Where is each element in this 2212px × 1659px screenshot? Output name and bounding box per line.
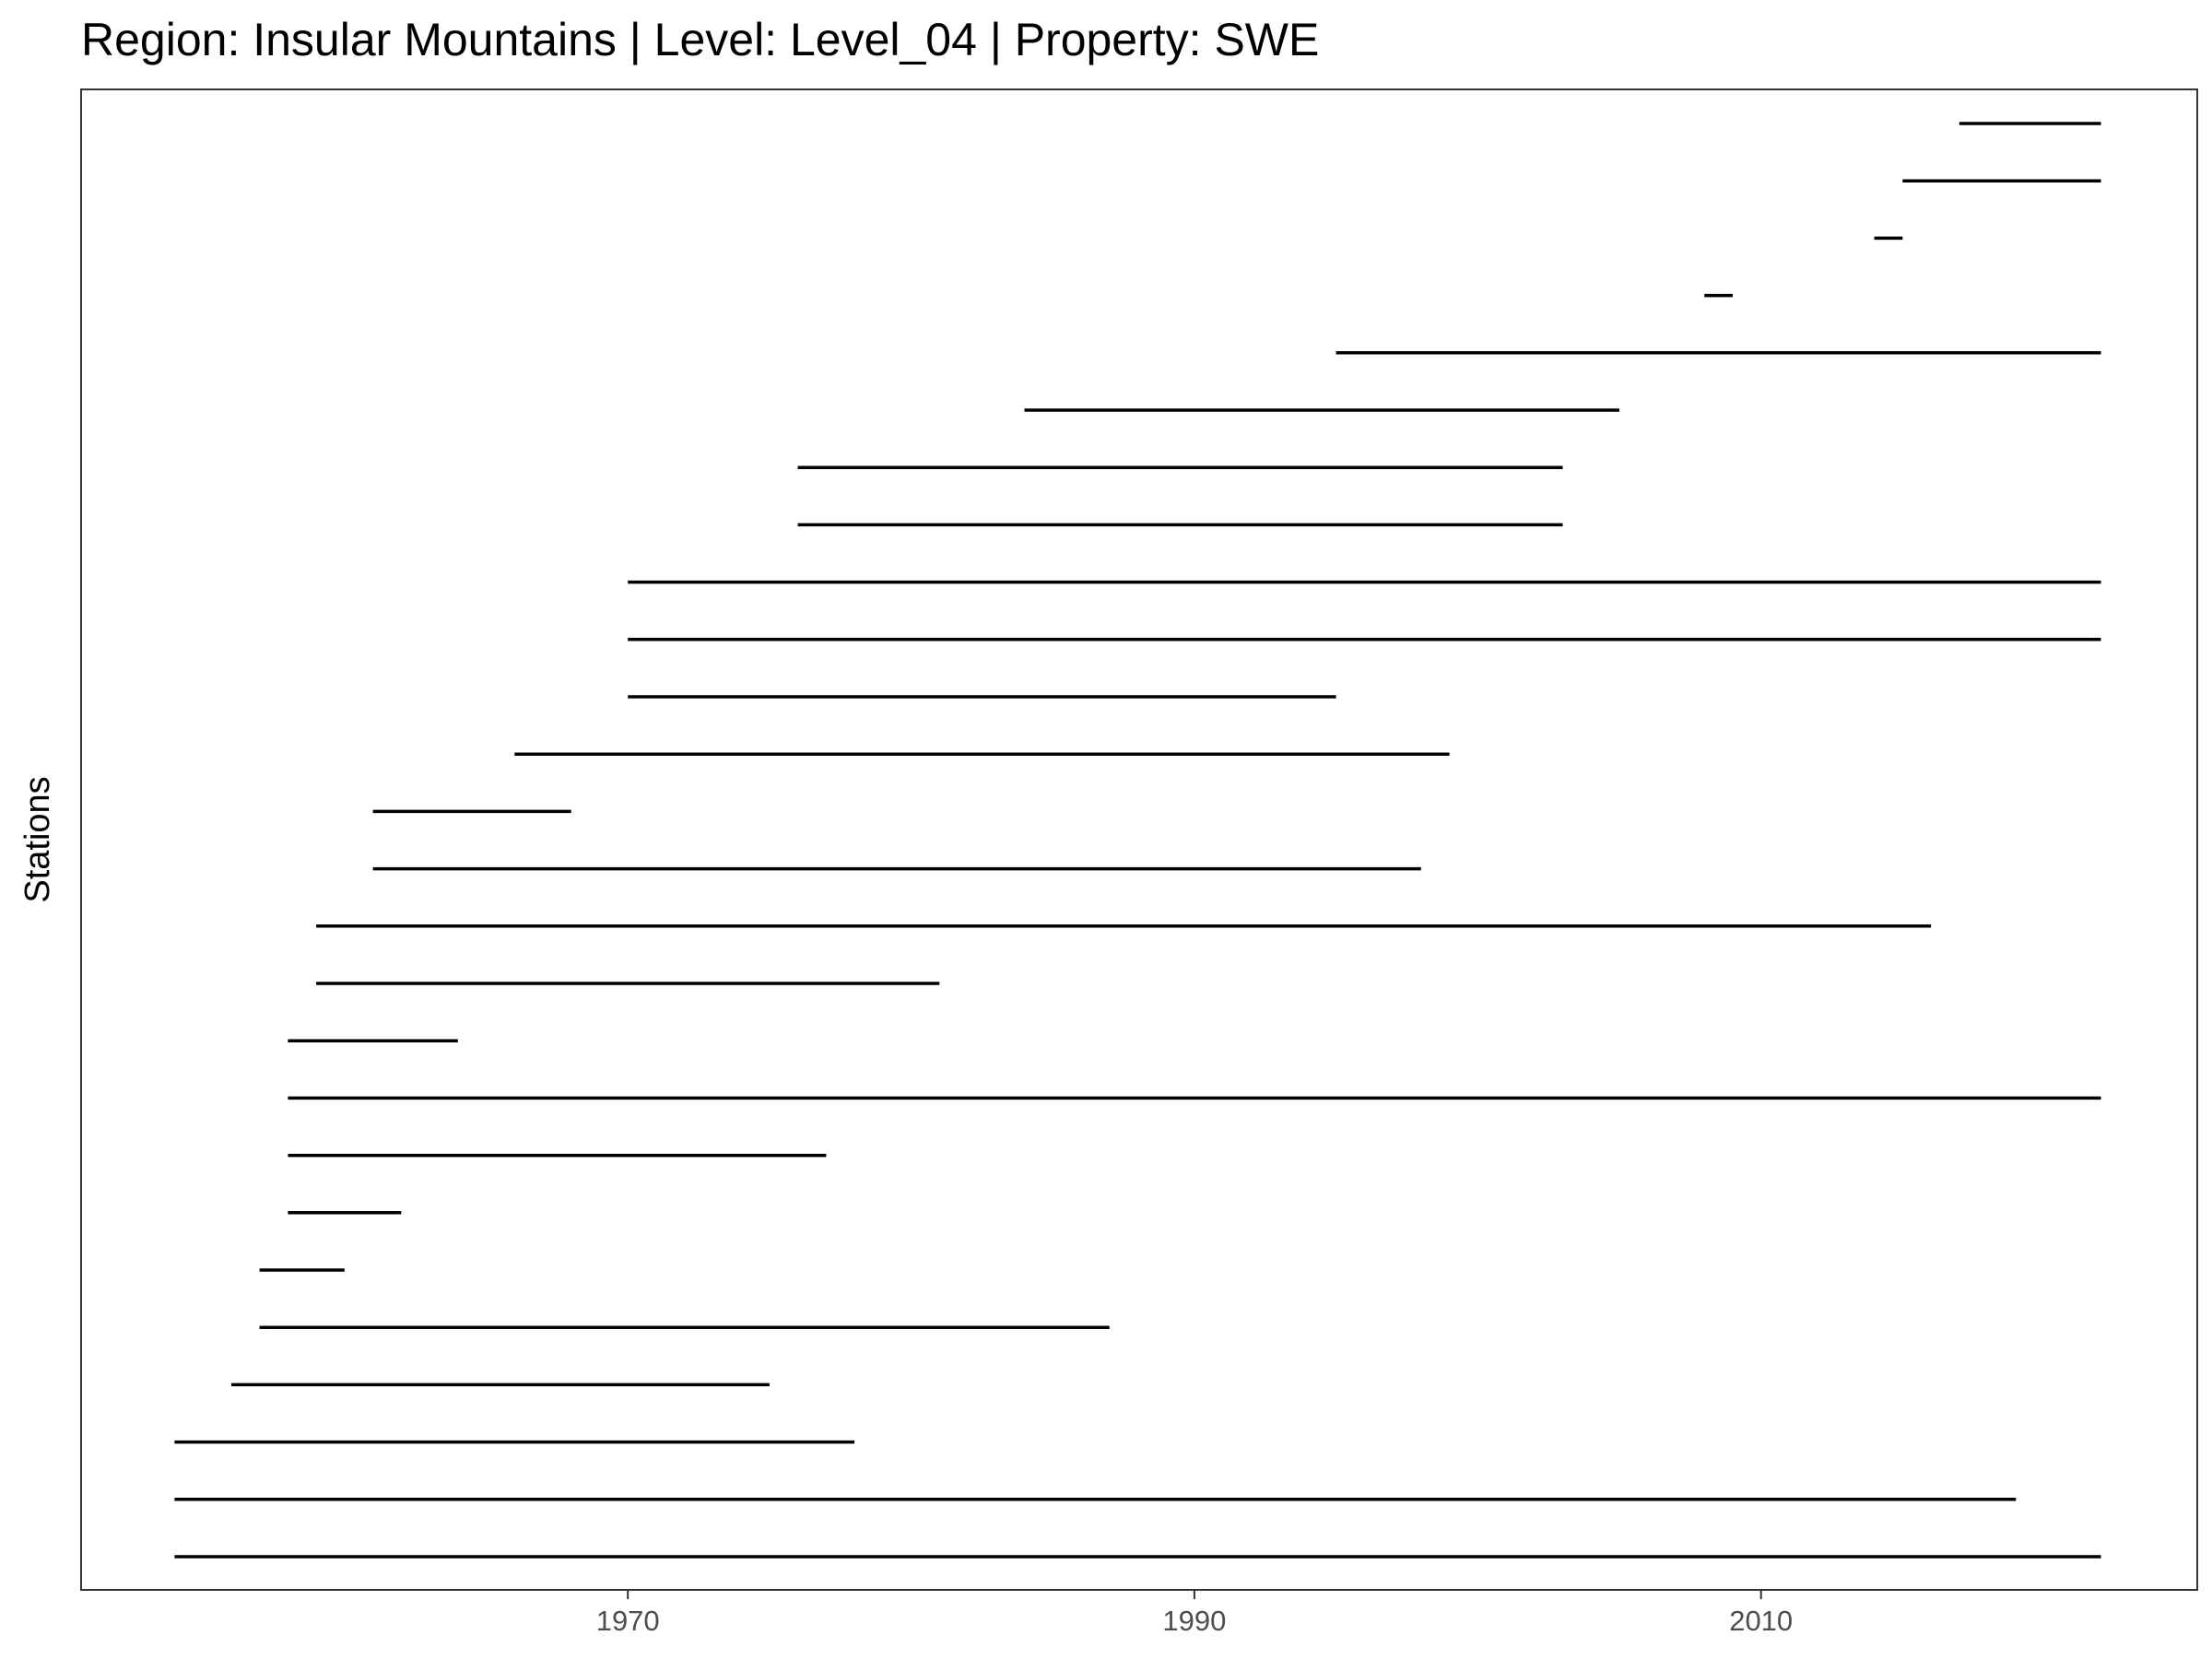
- x-tick-label-2010: 2010: [1729, 1605, 1793, 1637]
- x-tick-label-1970: 1970: [596, 1605, 660, 1637]
- station-segments: [174, 122, 2101, 1559]
- y-axis-title: Stations: [18, 776, 57, 902]
- chart-title: Region: Insular Mountains | Level: Level…: [81, 14, 1319, 65]
- x-tick-label-1990: 1990: [1162, 1605, 1226, 1637]
- plot-panel-border: [80, 88, 2198, 1591]
- x-axis: 1970 1990 2010: [596, 1590, 1793, 1637]
